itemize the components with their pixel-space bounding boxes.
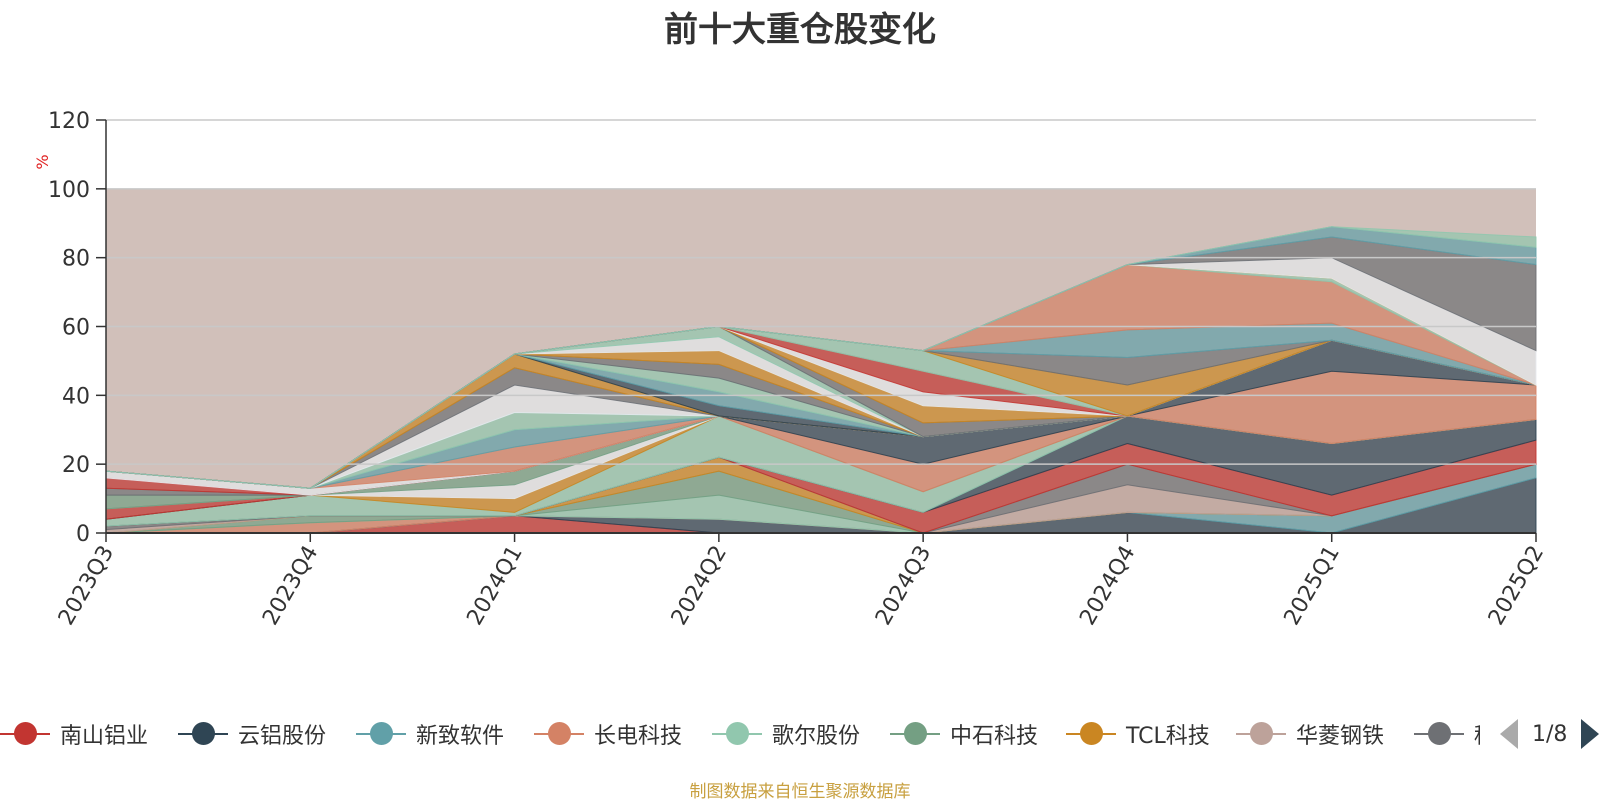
legend-marker-icon	[0, 714, 50, 754]
legend-dot-icon	[1250, 722, 1273, 745]
legend-item-5[interactable]: 中石科技	[890, 714, 1038, 754]
legend-label: 南山铝业	[60, 724, 149, 749]
legend-item-8[interactable]: 种	[1414, 714, 1480, 754]
legend-label: 种	[1474, 718, 1480, 750]
legend-item-3[interactable]: 长电科技	[534, 714, 682, 754]
legend-label: 中石科技	[950, 724, 1039, 749]
legend-dot-icon	[1428, 722, 1451, 745]
legend-next-icon[interactable]	[1581, 719, 1600, 749]
legend-dot-icon	[192, 722, 215, 745]
legend-item-7[interactable]: 华菱钢铁	[1236, 714, 1384, 754]
legend-marker-icon	[534, 714, 584, 754]
legend-prev-icon[interactable]	[1500, 719, 1518, 749]
legend-item-2[interactable]: 新致软件	[356, 714, 504, 754]
x-tick-label-5: 2024Q4	[1075, 542, 1140, 630]
y-tick-label-6: 120	[48, 109, 90, 134]
legend-marker-icon	[178, 714, 228, 754]
legend-label: 华菱钢铁	[1296, 724, 1385, 749]
legend-label: 长电科技	[594, 724, 683, 749]
legend-label: 新致软件	[416, 724, 505, 749]
y-tick-label-2: 40	[62, 384, 90, 409]
legend-marker-icon	[1414, 714, 1464, 754]
legend-marker-icon	[356, 714, 406, 754]
legend-item-6[interactable]: TCL科技	[1066, 714, 1210, 754]
y-tick-label-3: 60	[62, 316, 90, 341]
legend-label: 云铝股份	[238, 724, 327, 749]
legend-dot-icon	[726, 722, 749, 745]
legend-dot-icon	[370, 722, 393, 745]
x-tick-label-7: 2025Q2	[1484, 542, 1549, 630]
data-source-note: 制图数据来自恒生聚源数据库	[689, 782, 911, 802]
chart-title: 前十大重仓股变化	[664, 10, 936, 50]
y-axis-label: %	[33, 154, 52, 169]
legend-marker-icon	[1236, 714, 1286, 754]
x-tick-label-0: 2023Q3	[54, 542, 119, 630]
legend-label: 歌尔股份	[772, 724, 861, 749]
x-tick-label-1: 2023Q4	[258, 542, 323, 630]
legend-item-1[interactable]: 云铝股份	[178, 714, 326, 754]
y-tick-label-4: 80	[62, 247, 90, 272]
legend-dot-icon	[904, 722, 927, 745]
legend-item-0[interactable]: 南山铝业	[0, 714, 148, 754]
legend-dot-icon	[14, 722, 37, 745]
legend-page-indicator: 1/8	[1532, 721, 1568, 747]
x-tick-label-2: 2024Q1	[462, 542, 527, 630]
legend-pager: 1/8	[1500, 714, 1600, 754]
area-series-50	[105, 226, 1537, 489]
legend-marker-icon	[890, 714, 940, 754]
legend-dot-icon	[548, 722, 571, 745]
y-tick-label-0: 0	[76, 522, 90, 547]
x-tick-label-4: 2024Q3	[871, 542, 936, 630]
legend-dot-icon	[1080, 722, 1103, 745]
x-tick-label-3: 2024Q2	[667, 542, 732, 630]
x-tick-label-6: 2025Q1	[1280, 542, 1345, 630]
chart-legend: 南山铝业 云铝股份 新致软件 长电科技 歌尔股份 中石科技 TCL科技 华菱钢铁 种	[0, 714, 1480, 754]
legend-label: TCL科技	[1126, 724, 1210, 749]
y-tick-label-5: 100	[48, 178, 90, 203]
legend-item-4[interactable]: 歌尔股份	[712, 714, 860, 754]
legend-marker-icon	[1066, 714, 1116, 754]
legend-marker-icon	[712, 714, 762, 754]
y-tick-label-1: 20	[62, 453, 90, 478]
